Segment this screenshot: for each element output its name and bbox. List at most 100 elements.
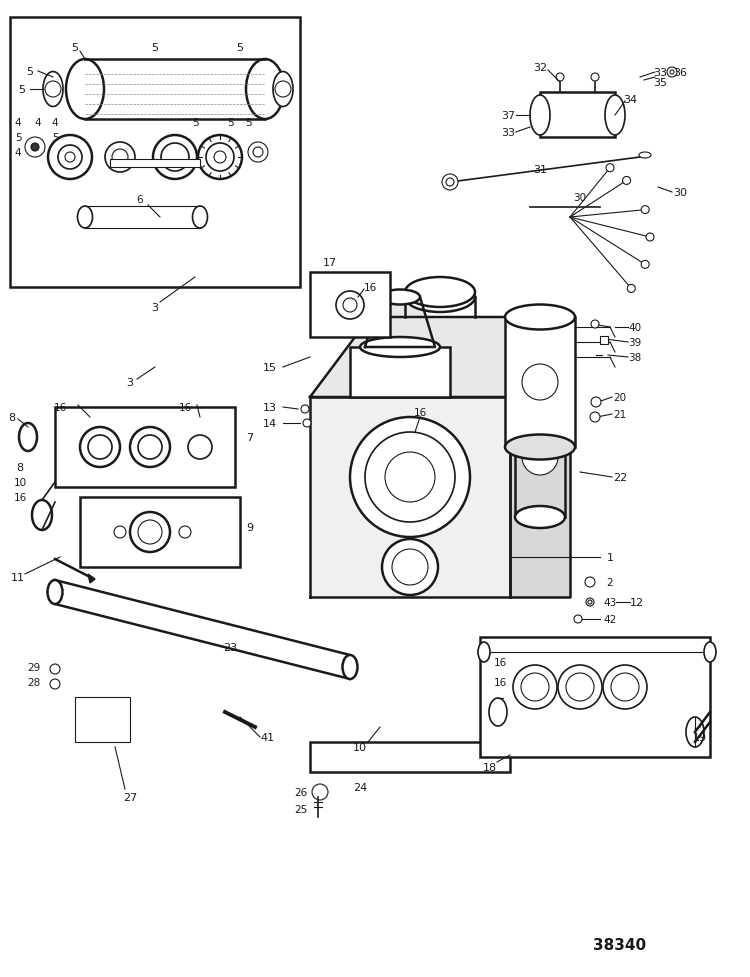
Circle shape [343, 299, 357, 313]
Circle shape [138, 521, 162, 544]
Circle shape [670, 71, 674, 75]
Text: 5: 5 [192, 118, 198, 128]
Ellipse shape [273, 72, 293, 107]
Text: 5: 5 [26, 67, 34, 77]
Bar [350, 348, 450, 398]
Text: 8: 8 [8, 412, 16, 423]
Circle shape [585, 577, 595, 587]
Text: 5: 5 [236, 43, 244, 53]
Text: 5: 5 [15, 133, 21, 143]
Text: 22: 22 [613, 473, 627, 483]
Text: 30: 30 [673, 188, 687, 197]
Circle shape [591, 398, 601, 407]
Text: 29: 29 [27, 662, 40, 672]
Ellipse shape [32, 500, 52, 531]
Text: 23: 23 [223, 642, 237, 653]
Ellipse shape [47, 580, 62, 605]
Circle shape [385, 452, 435, 502]
Text: 16: 16 [178, 403, 192, 412]
Circle shape [591, 320, 599, 328]
Text: 6: 6 [136, 194, 143, 205]
Circle shape [206, 144, 234, 172]
Text: 33: 33 [501, 128, 515, 138]
Text: 5: 5 [226, 118, 233, 128]
Circle shape [50, 664, 60, 674]
Text: 32: 32 [533, 63, 547, 73]
Bar [540, 93, 615, 138]
Text: 16: 16 [13, 492, 27, 502]
Circle shape [179, 527, 191, 538]
Circle shape [161, 144, 189, 172]
Text: 13: 13 [263, 403, 277, 412]
Ellipse shape [246, 60, 284, 120]
Circle shape [586, 598, 594, 607]
Circle shape [646, 234, 654, 241]
Circle shape [312, 785, 328, 800]
Circle shape [130, 428, 170, 468]
Ellipse shape [405, 282, 475, 313]
Text: 4: 4 [52, 118, 58, 128]
Text: 8: 8 [16, 462, 23, 473]
Ellipse shape [489, 699, 507, 726]
Circle shape [641, 206, 650, 214]
Text: 12: 12 [630, 597, 644, 608]
Polygon shape [310, 318, 570, 398]
Circle shape [214, 151, 226, 164]
Circle shape [350, 417, 470, 537]
Ellipse shape [380, 290, 420, 305]
Text: 36: 36 [673, 68, 687, 78]
Text: 4: 4 [34, 118, 41, 128]
Circle shape [188, 436, 212, 459]
Circle shape [442, 175, 458, 191]
Text: 14: 14 [263, 418, 277, 429]
Circle shape [301, 405, 309, 413]
Circle shape [611, 673, 639, 701]
Text: 5: 5 [71, 43, 79, 53]
Bar [10, 18, 300, 287]
Text: 34: 34 [623, 95, 637, 105]
Text: 41: 41 [261, 732, 275, 743]
Circle shape [50, 679, 60, 690]
Text: 4: 4 [15, 148, 21, 158]
Text: 18: 18 [483, 762, 497, 772]
Circle shape [138, 436, 162, 459]
Text: 33: 33 [653, 68, 667, 78]
Text: 24: 24 [352, 783, 367, 792]
Ellipse shape [19, 424, 37, 451]
Text: 5: 5 [52, 133, 58, 143]
Text: 16: 16 [53, 403, 67, 412]
Text: 10: 10 [353, 743, 367, 752]
Circle shape [622, 177, 631, 186]
Text: 25: 25 [295, 804, 308, 814]
Ellipse shape [478, 642, 490, 662]
Text: 19: 19 [693, 732, 707, 743]
Text: 16: 16 [363, 282, 376, 293]
Circle shape [31, 144, 39, 151]
Circle shape [590, 412, 600, 423]
Text: 5: 5 [244, 118, 251, 128]
Text: 7: 7 [247, 433, 254, 443]
Bar [310, 743, 510, 772]
Text: 5: 5 [19, 85, 26, 95]
Circle shape [446, 179, 454, 187]
Polygon shape [310, 398, 510, 597]
Circle shape [88, 436, 112, 459]
Circle shape [556, 74, 564, 82]
Text: 5: 5 [152, 43, 158, 53]
Circle shape [65, 152, 75, 163]
Circle shape [130, 513, 170, 552]
Circle shape [382, 539, 438, 595]
Text: 27: 27 [123, 792, 137, 802]
Ellipse shape [515, 506, 565, 529]
Circle shape [48, 136, 92, 180]
Ellipse shape [505, 435, 575, 460]
Circle shape [58, 146, 82, 170]
Ellipse shape [405, 277, 475, 308]
Circle shape [513, 665, 557, 709]
Circle shape [591, 74, 599, 82]
Circle shape [25, 138, 45, 158]
Circle shape [303, 419, 311, 428]
Text: 16: 16 [494, 658, 506, 667]
Text: 40: 40 [628, 322, 641, 332]
Ellipse shape [43, 72, 63, 107]
